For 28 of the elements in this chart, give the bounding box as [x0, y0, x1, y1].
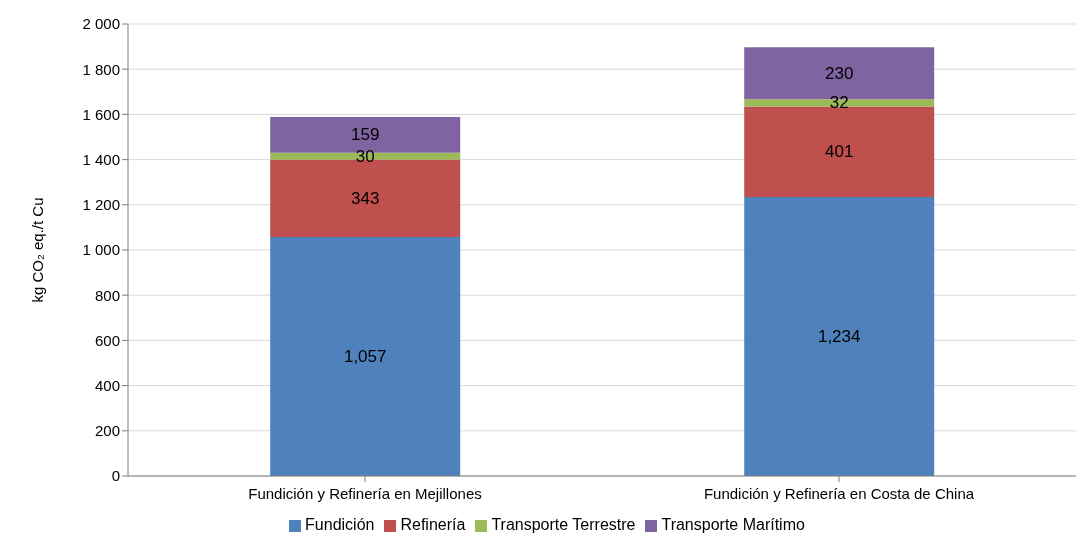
y-tick-label: 400 [94, 376, 120, 394]
x-tick-label: Fundición y Refinería en Mejillones [248, 484, 482, 502]
y-tick-label: 1 000 [82, 241, 120, 259]
bar [744, 197, 935, 476]
bar [270, 237, 461, 476]
bar [270, 152, 461, 160]
y-tick-label: 1 400 [82, 150, 120, 168]
legend-label: Fundición [305, 516, 375, 533]
data-label: 343 [351, 188, 380, 208]
data-label: 401 [825, 142, 854, 162]
y-tick-label: 1 600 [82, 105, 120, 123]
data-label: 1,234 [817, 327, 861, 347]
y-tick-label: 200 [94, 422, 120, 440]
data-label: 1,057 [343, 347, 387, 367]
y-tick-label: 0 [111, 467, 120, 485]
y-tick-label: 600 [94, 331, 120, 349]
y-axis-title: kg CO₂ eq./t Cu [29, 197, 47, 303]
data-label: 159 [351, 125, 380, 145]
y-tick-label: 800 [94, 286, 120, 304]
x-tick-label: Fundición y Refinería en Costa de China [703, 484, 975, 502]
y-tick-label: 1 200 [82, 196, 120, 214]
bar [744, 106, 935, 198]
legend-label: Transporte Marítimo [661, 516, 805, 533]
y-tick-label: 1 800 [82, 60, 120, 78]
y-tick-label: 2 000 [82, 15, 120, 33]
data-label: 230 [825, 63, 854, 83]
legend-label: Transporte Terrestre [491, 516, 636, 533]
legend-label: Refinería [400, 516, 466, 533]
